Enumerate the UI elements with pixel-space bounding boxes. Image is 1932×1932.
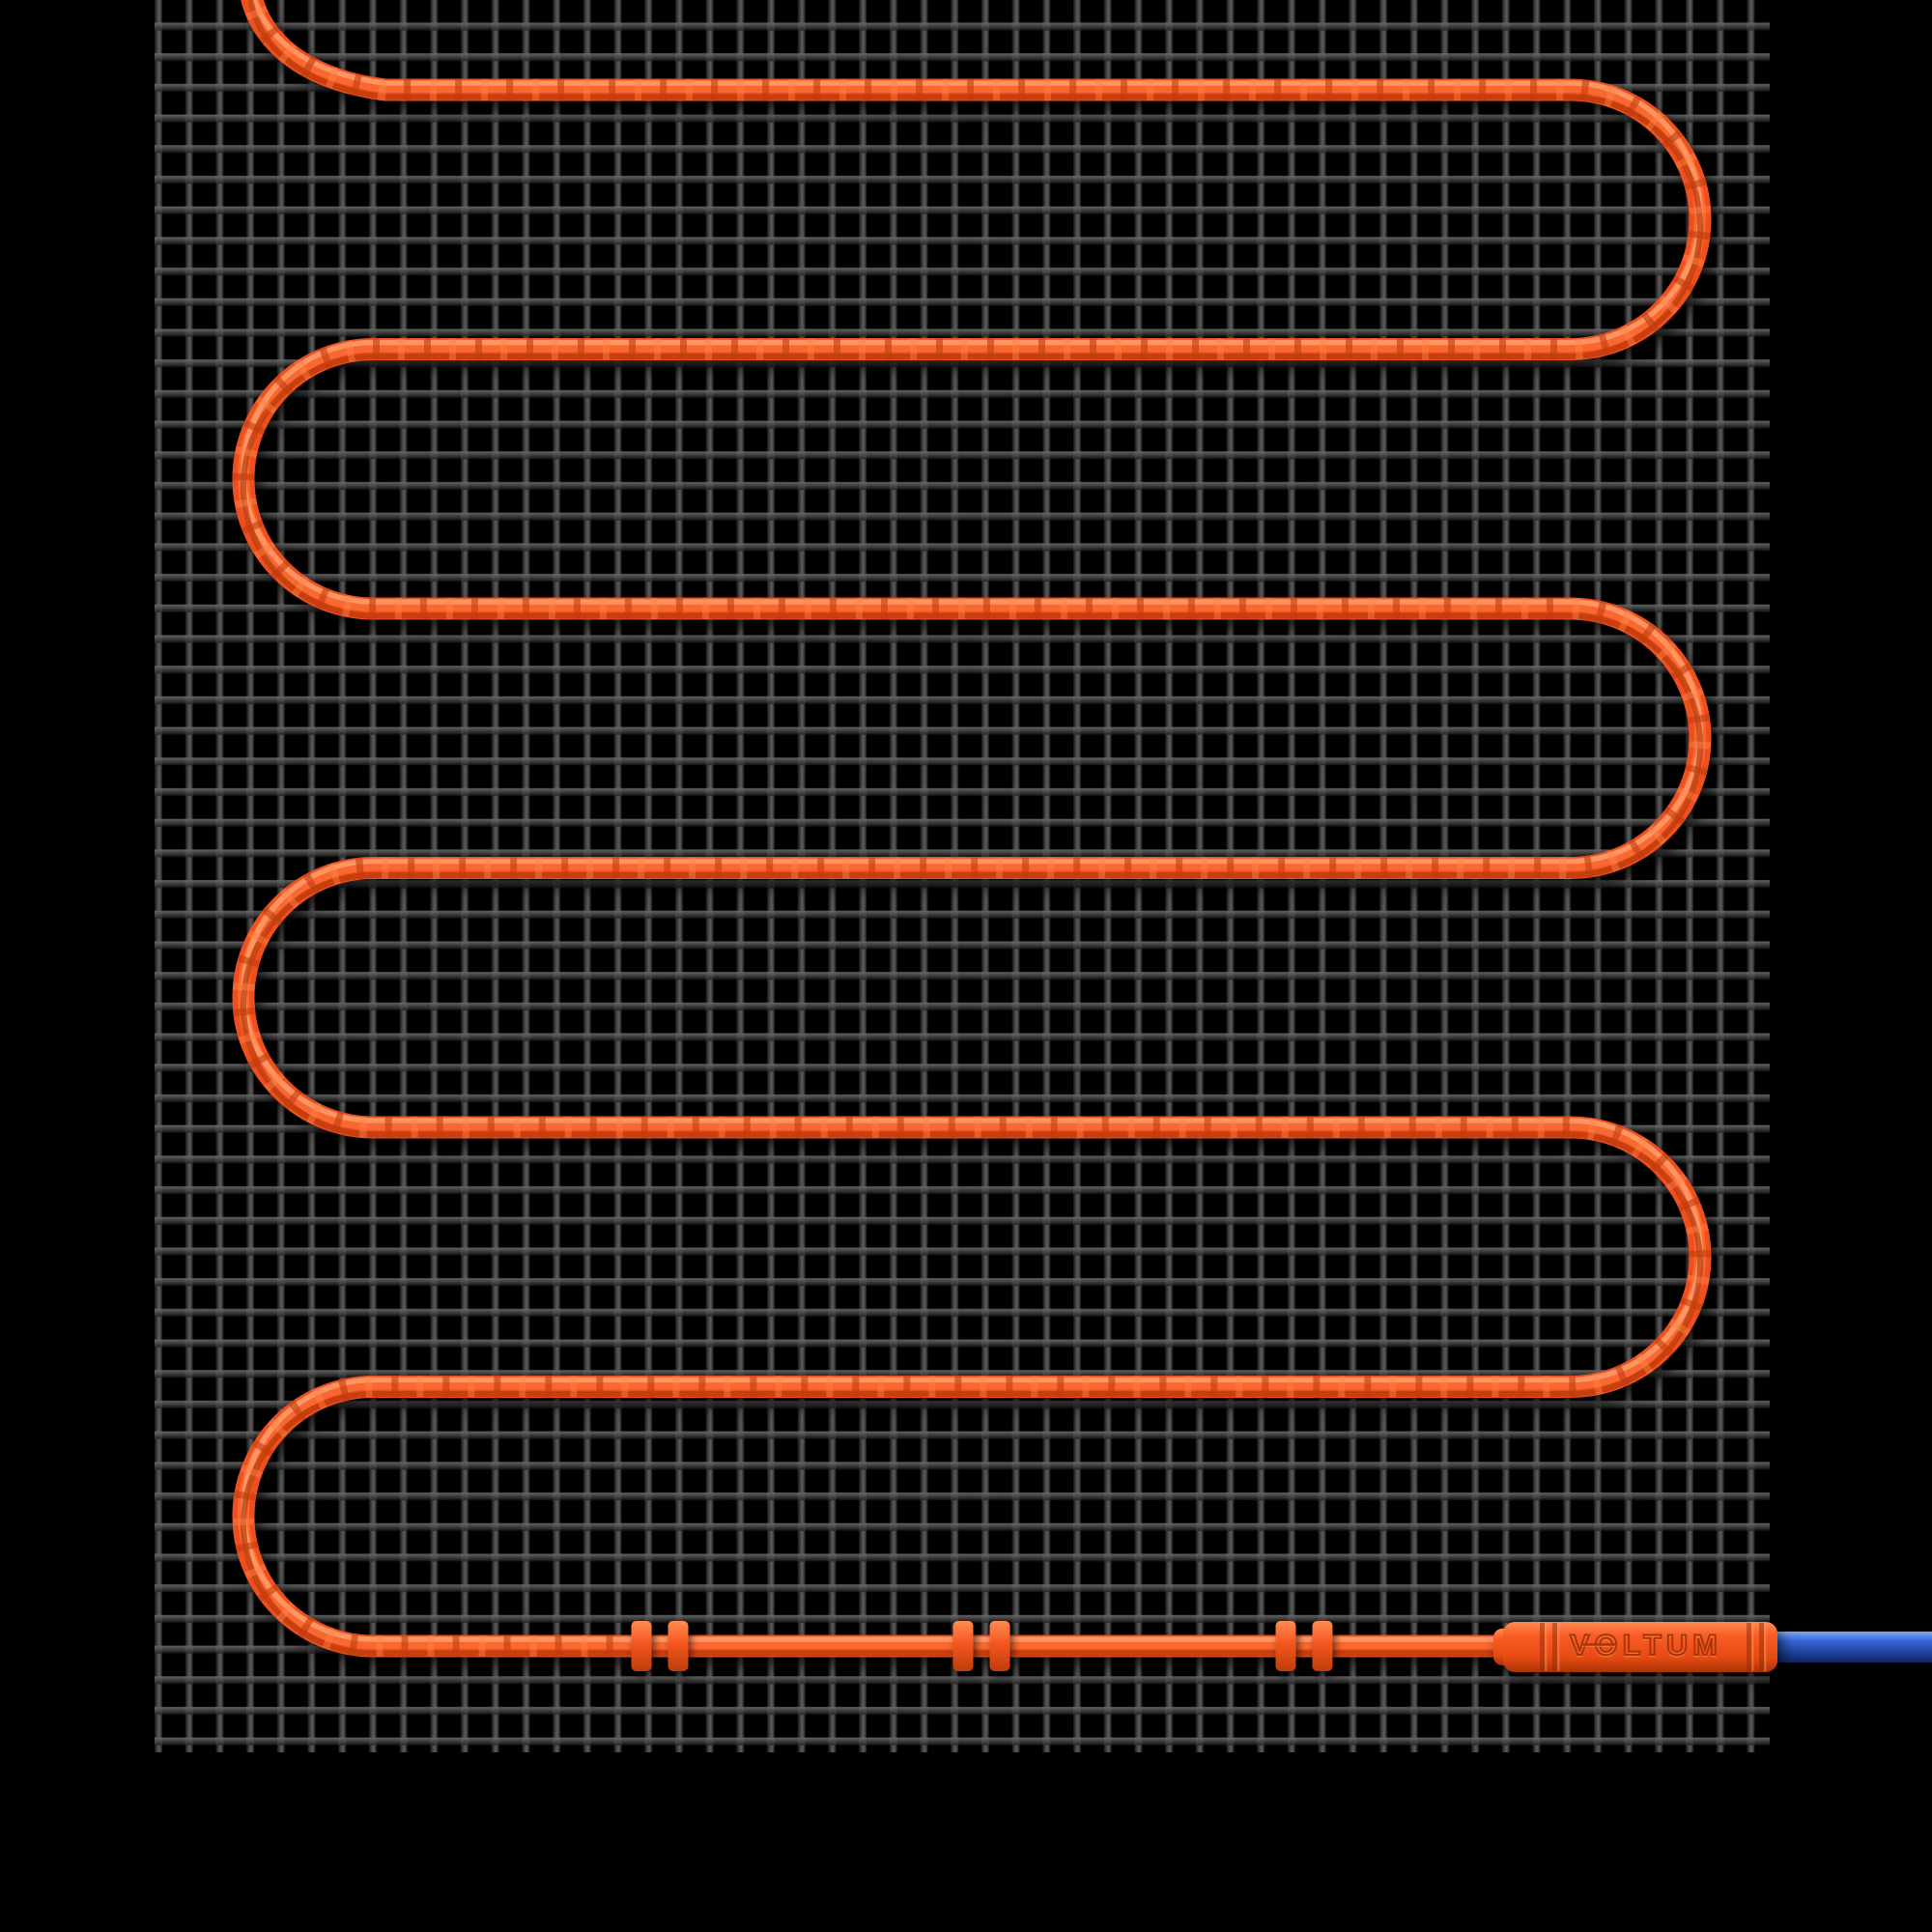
connector-rib-highlight (1751, 1623, 1754, 1671)
cable-clip (952, 1621, 974, 1671)
connector-brand-label-bevel: VOLTUM (1570, 1632, 1722, 1663)
cable-clip (1312, 1621, 1333, 1671)
connector-ribs (1540, 1623, 1767, 1671)
cold-lead-cable (1776, 1632, 1932, 1662)
cable-clips (631, 1621, 1333, 1671)
cold-lead-group (1776, 1632, 1932, 1662)
connector-rib (1552, 1623, 1557, 1671)
connector-body (1503, 1622, 1777, 1672)
connector-group: VOLTUM VOLTUM (1493, 1622, 1777, 1672)
connector-rib-highlight (1557, 1623, 1560, 1671)
cable-clip (1275, 1621, 1296, 1671)
connector-rib (1540, 1623, 1545, 1671)
connector-rib (1747, 1623, 1751, 1671)
cable-clip (989, 1621, 1010, 1671)
cable-clip (631, 1621, 652, 1671)
heating-cable-group (232, 0, 1712, 1658)
heating-cable-underside-shade (241, 0, 1703, 1657)
cable-clip (668, 1621, 689, 1671)
connector-rib (1759, 1623, 1764, 1671)
connector-rib-highlight (1764, 1623, 1767, 1671)
connector-rib-highlight (1545, 1623, 1548, 1671)
